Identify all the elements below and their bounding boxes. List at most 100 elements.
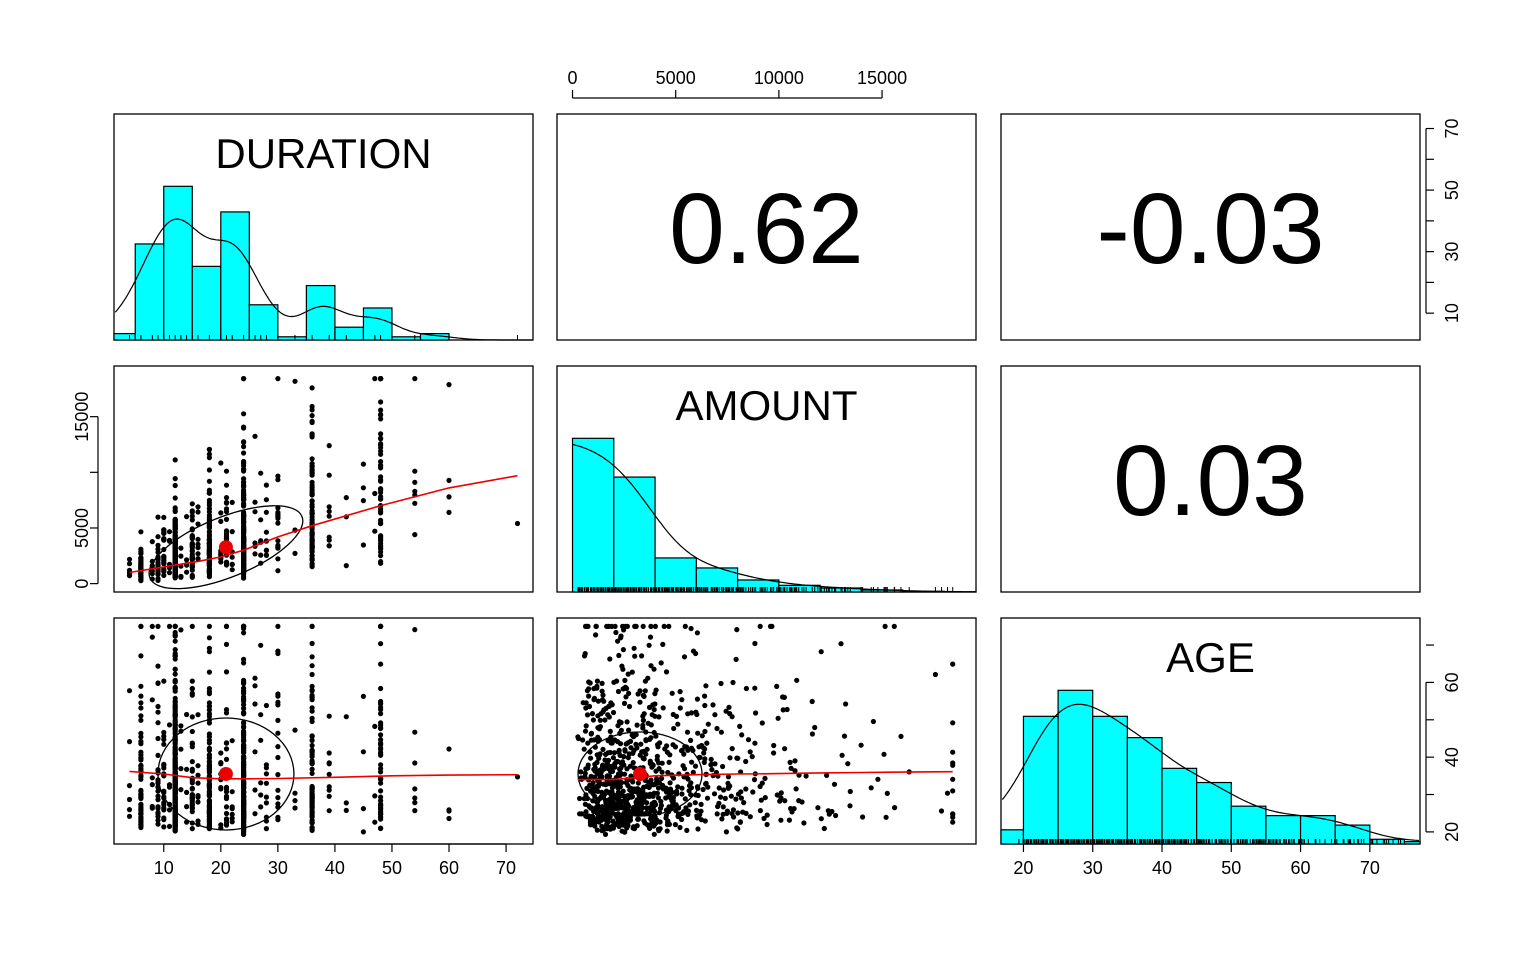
data-point xyxy=(241,528,246,533)
data-point xyxy=(258,738,263,743)
data-point xyxy=(634,624,639,629)
data-point xyxy=(699,802,704,807)
data-point xyxy=(378,477,383,482)
data-point xyxy=(150,697,155,702)
data-point xyxy=(150,806,155,811)
data-point xyxy=(622,747,627,752)
data-point xyxy=(207,537,212,542)
data-point xyxy=(207,635,212,640)
data-point xyxy=(641,693,646,698)
data-point xyxy=(310,754,315,759)
data-point xyxy=(658,819,663,824)
data-point xyxy=(624,686,629,691)
data-point xyxy=(787,818,792,823)
data-point xyxy=(195,818,200,823)
data-point xyxy=(207,819,212,824)
data-point xyxy=(167,824,172,829)
data-point xyxy=(207,759,212,764)
data-point xyxy=(778,795,783,800)
data-point xyxy=(207,769,212,774)
data-point xyxy=(310,693,315,698)
data-point xyxy=(138,825,143,830)
data-point xyxy=(685,711,690,716)
data-point xyxy=(292,805,297,810)
hist-bar xyxy=(363,308,392,340)
data-point xyxy=(224,509,229,514)
data-point xyxy=(195,773,200,778)
data-point xyxy=(310,461,315,466)
data-point xyxy=(161,527,166,532)
data-point xyxy=(310,624,315,629)
data-point xyxy=(705,796,710,801)
data-point xyxy=(241,495,246,500)
data-point xyxy=(632,646,637,651)
data-point xyxy=(344,714,349,719)
data-point xyxy=(173,667,178,672)
data-point xyxy=(694,712,699,717)
data-point xyxy=(667,752,672,757)
data-point xyxy=(207,467,212,472)
data-point xyxy=(826,808,831,813)
data-point xyxy=(275,376,280,381)
data-point xyxy=(869,785,874,790)
data-point xyxy=(674,789,679,794)
data-point xyxy=(667,822,672,827)
data-point xyxy=(218,786,223,791)
tick-label: 0 xyxy=(72,579,92,589)
data-point xyxy=(241,806,246,811)
data-point xyxy=(724,709,729,714)
data-point xyxy=(592,737,597,742)
data-point xyxy=(258,553,263,558)
data-point xyxy=(600,681,605,686)
data-point xyxy=(378,801,383,806)
data-point xyxy=(173,495,178,500)
data-point xyxy=(585,741,590,746)
data-point xyxy=(173,508,178,513)
data-point xyxy=(275,568,280,573)
data-point xyxy=(600,747,605,752)
tick-label: 10 xyxy=(154,858,174,878)
data-point xyxy=(701,750,706,755)
data-point xyxy=(190,691,195,696)
data-point xyxy=(218,559,223,564)
data-point xyxy=(378,543,383,548)
data-point xyxy=(588,820,593,825)
data-point xyxy=(378,781,383,786)
data-point xyxy=(310,709,315,714)
data-point xyxy=(593,632,598,637)
data-point xyxy=(310,473,315,478)
data-point xyxy=(446,510,451,515)
data-point xyxy=(615,739,620,744)
data-point xyxy=(155,710,160,715)
data-point xyxy=(161,762,166,767)
data-point xyxy=(632,654,637,659)
data-point xyxy=(207,714,212,719)
data-point xyxy=(734,657,739,662)
data-point xyxy=(173,476,178,481)
tick-label: 0 xyxy=(568,68,578,88)
data-point xyxy=(138,739,143,744)
data-point xyxy=(310,562,315,567)
data-point xyxy=(178,766,183,771)
data-point xyxy=(378,487,383,492)
data-point xyxy=(310,734,315,739)
data-point xyxy=(939,808,944,813)
hist-bar xyxy=(655,558,696,592)
data-point xyxy=(190,803,195,808)
data-point xyxy=(310,771,315,776)
tick-label: 10000 xyxy=(754,68,804,88)
data-point xyxy=(155,822,160,827)
data-point xyxy=(292,379,297,384)
data-point xyxy=(275,744,280,749)
data-point xyxy=(310,795,315,800)
tick-label: 60 xyxy=(1442,672,1462,692)
data-point xyxy=(606,624,611,629)
hist-bar xyxy=(392,337,421,340)
lowess-line xyxy=(130,771,518,778)
data-point xyxy=(184,804,189,809)
data-point xyxy=(127,739,132,744)
data-point xyxy=(583,651,588,656)
data-point xyxy=(224,757,229,762)
data-point xyxy=(361,498,366,503)
